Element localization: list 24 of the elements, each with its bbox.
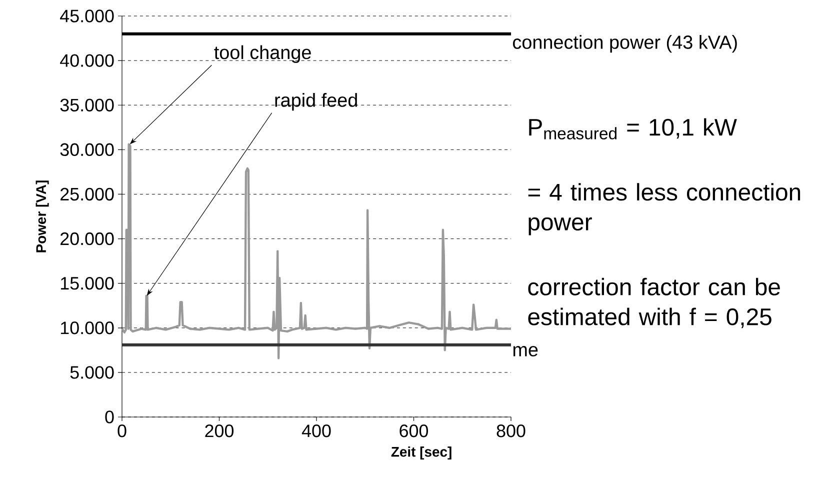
text: = 4 times less connection power [528, 183, 800, 236]
y-tick-label: 10.000 [60, 322, 114, 334]
x-tick-label: 400 [302, 424, 331, 438]
text: P$_{measured}$ = 10,1 kW [529, 118, 737, 140]
x-tick-label: 600 [400, 424, 428, 438]
x-tick-label: 0 [118, 424, 126, 438]
y-tick-label: 15.000 [60, 276, 114, 290]
y-axis-title: Power [VA] [36, 180, 49, 252]
ref-line-label: me [513, 346, 538, 356]
y-tick-label: 40.000 [60, 54, 114, 67]
y-tick-label: 0 [105, 410, 114, 424]
text: correction factor can be estimated with f = 0,25 [528, 278, 780, 328]
x-axis-title: Zeit [sec] [391, 446, 452, 460]
annotation: rapid feed [275, 92, 357, 111]
y-tick-label: 20.000 [60, 232, 114, 246]
y-tick-label: 35.000 [60, 98, 114, 112]
y-tick-label: 5.000 [70, 366, 114, 379]
y-tick-label: 25.000 [60, 188, 114, 201]
annotation: tool change [214, 45, 311, 63]
ref-line-label: connection power (43 kVA) [513, 35, 737, 53]
x-tick-label: 200 [205, 424, 234, 438]
y-tick-label: 30.000 [60, 143, 114, 156]
x-tick-label: 800 [496, 424, 526, 438]
y-tick-label: 45.000 [60, 10, 114, 22]
